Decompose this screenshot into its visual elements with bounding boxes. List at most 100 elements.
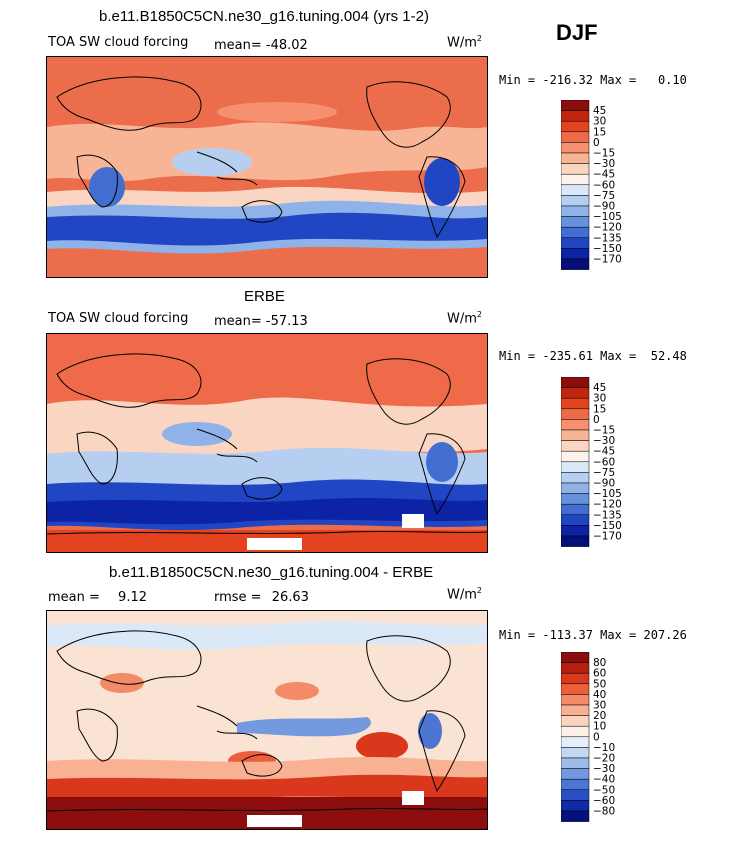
panel1-mean-label: mean= bbox=[214, 38, 262, 53]
panel2-mean-label: mean= bbox=[214, 314, 262, 329]
colorbar-tick-label: −50 bbox=[593, 784, 615, 796]
colorbar-swatch bbox=[561, 482, 590, 494]
colorbar-swatch bbox=[561, 789, 590, 801]
colorbar-tick-label: −170 bbox=[593, 531, 622, 543]
colorbar-swatch bbox=[561, 525, 590, 537]
colorbar-tick-label: 30 bbox=[593, 700, 606, 712]
colorbar-swatch bbox=[561, 387, 590, 399]
season-label: DJF bbox=[556, 20, 598, 45]
units-sup: 2 bbox=[476, 34, 482, 43]
colorbar-swatch bbox=[561, 535, 590, 547]
panel3-minmax: Min = -113.37 Max = 207.26 bbox=[499, 628, 687, 642]
panel2-variable: TOA SW cloud forcing bbox=[48, 311, 189, 326]
colorbar-swatch bbox=[561, 440, 590, 452]
colorbar-tick-label: −120 bbox=[593, 222, 622, 234]
colorbar-swatch bbox=[561, 216, 590, 228]
colorbar-swatch bbox=[561, 120, 590, 133]
colorbar-tick-label: −170 bbox=[593, 254, 622, 266]
units-text: W/m bbox=[447, 587, 477, 603]
colorbar-tick-label: 0 bbox=[593, 731, 600, 743]
colorbar-tick-label: −60 bbox=[593, 179, 615, 191]
colorbar-tick-label: −20 bbox=[593, 753, 615, 765]
panel2-units: W/m2 bbox=[447, 310, 482, 326]
colorbar-tick-label: −75 bbox=[593, 190, 615, 202]
colorbar-tick-label: 15 bbox=[593, 126, 606, 138]
panel3-mean-value: 9.12 bbox=[118, 590, 147, 605]
colorbar-tick-label: 50 bbox=[593, 678, 606, 690]
panel2-warmpool bbox=[162, 422, 232, 446]
panel1-warmpool bbox=[172, 148, 252, 176]
colorbar-swatch bbox=[561, 205, 590, 217]
colorbar-tick-label: 45 bbox=[593, 382, 606, 394]
colorbar-tick-label: 45 bbox=[593, 105, 606, 117]
colorbar-tick-label: −15 bbox=[593, 148, 615, 160]
colorbar-tick-label: −75 bbox=[593, 467, 615, 479]
colorbar-tick-label: −135 bbox=[593, 232, 622, 244]
colorbar-swatch bbox=[561, 493, 590, 505]
colorbar-swatch bbox=[561, 152, 590, 164]
colorbar-tick-label: −120 bbox=[593, 499, 622, 511]
panel2-southern-navy bbox=[47, 498, 487, 525]
colorbar-tick-label: −105 bbox=[593, 211, 622, 223]
panel1-pale-band bbox=[47, 122, 487, 181]
panel3-rmse: rmse = 26.63 bbox=[214, 590, 309, 605]
colorbar-swatch bbox=[561, 173, 590, 186]
colorbar-swatch bbox=[561, 226, 590, 239]
panel2-colorbar-labels: 4530150−15−30−45−60−75−90−105−120−135−15… bbox=[593, 382, 622, 542]
colorbar-swatch bbox=[561, 715, 590, 727]
panel1-colorbar: 4530150−15−30−45−60−75−90−105−120−135−15… bbox=[561, 100, 622, 270]
panel1-units: W/m2 bbox=[447, 34, 482, 50]
colorbar-swatch bbox=[561, 800, 590, 812]
colorbar-tick-label: 40 bbox=[593, 689, 606, 701]
colorbar-swatch bbox=[561, 248, 590, 260]
colorbar-swatch bbox=[561, 778, 590, 791]
colorbar-tick-label: −15 bbox=[593, 425, 615, 437]
panel3-samerica-blue bbox=[418, 713, 442, 749]
colorbar-swatch bbox=[561, 419, 590, 431]
panel1-mean-value: -48.02 bbox=[265, 38, 308, 53]
colorbar-swatch bbox=[561, 461, 590, 473]
units-sup: 2 bbox=[476, 586, 482, 595]
colorbar-swatch bbox=[561, 110, 590, 122]
panel3-units: W/m2 bbox=[447, 586, 482, 602]
panel1-colorbar-swatches bbox=[561, 100, 590, 270]
colorbar-tick-label: −40 bbox=[593, 774, 615, 786]
colorbar-swatch bbox=[561, 725, 590, 738]
colorbar-swatch bbox=[561, 131, 590, 143]
units-text: W/m bbox=[447, 311, 477, 327]
panel2-missing-ice bbox=[247, 538, 302, 550]
colorbar-swatch bbox=[561, 694, 590, 706]
colorbar-swatch bbox=[561, 100, 590, 111]
panel2-title: ERBE bbox=[244, 288, 285, 305]
colorbar-swatch bbox=[561, 258, 590, 270]
panel3-pale-blue-north bbox=[47, 621, 487, 650]
colorbar-tick-label: −60 bbox=[593, 456, 615, 468]
colorbar-tick-label: −30 bbox=[593, 158, 615, 170]
colorbar-swatch bbox=[561, 768, 590, 780]
colorbar-tick-label: 80 bbox=[593, 657, 606, 669]
colorbar-tick-label: −30 bbox=[593, 763, 615, 775]
panel2-coastlines bbox=[47, 353, 487, 535]
panel3-colorbar-swatches bbox=[561, 652, 590, 822]
panel1-map bbox=[46, 56, 488, 278]
panel3-npac-red bbox=[275, 682, 319, 700]
colorbar-tick-label: −135 bbox=[593, 509, 622, 521]
colorbar-swatch bbox=[561, 747, 590, 759]
panel3-rmse-label: rmse = bbox=[214, 590, 262, 605]
panel2-missing-ice-2 bbox=[402, 514, 424, 528]
colorbar-tick-label: 20 bbox=[593, 710, 606, 722]
panel2-colorbar-swatches bbox=[561, 377, 590, 547]
panel3-coastlines bbox=[47, 630, 487, 812]
colorbar-swatch bbox=[561, 184, 590, 196]
units-sup: 2 bbox=[476, 310, 482, 319]
colorbar-tick-label: −90 bbox=[593, 478, 615, 490]
panel3-title: b.e11.B1850C5CN.ne30_g16.tuning.004 - ER… bbox=[109, 564, 434, 581]
units-text: W/m bbox=[447, 35, 477, 51]
panel1-mean: mean= -48.02 bbox=[214, 38, 308, 53]
colorbar-swatch bbox=[561, 652, 590, 663]
colorbar-swatch bbox=[561, 450, 590, 463]
panel3-rmse-value: 26.63 bbox=[271, 590, 309, 605]
colorbar-swatch bbox=[561, 142, 590, 154]
panel1-title: b.e11.B1850C5CN.ne30_g16.tuning.004 (yrs… bbox=[99, 8, 429, 25]
